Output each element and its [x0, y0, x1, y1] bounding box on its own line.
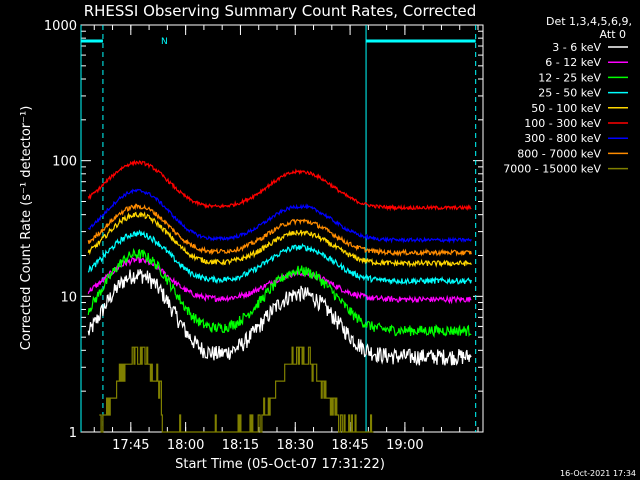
y-tick-label: 1: [69, 426, 77, 441]
y-tick-label: 1000: [44, 19, 77, 34]
legend-label-9: 7000 - 15000 keV: [503, 163, 601, 176]
x-tick-label: 18:15: [222, 438, 259, 453]
series-line-5: [87, 211, 472, 268]
series-line-7: [87, 188, 472, 244]
legend-label-7: 300 - 800 keV: [524, 132, 601, 145]
series-line-1: [87, 269, 472, 366]
chart-title: RHESSI Observing Summary Count Rates, Co…: [84, 2, 477, 20]
series-line-6: [87, 159, 472, 212]
series-line-9: [99, 346, 374, 433]
legend-label-8: 800 - 7000 keV: [517, 147, 601, 160]
x-tick-label: 18:00: [167, 438, 204, 453]
legend-label-1: 3 - 6 keV: [552, 41, 601, 54]
x-tick-label: 19:00: [386, 438, 423, 453]
legend-header-line-2: Att 0: [600, 28, 626, 41]
x-axis-label: Start Time (05-Oct-07 17:31:22): [175, 457, 385, 472]
y-tick-label: 100: [52, 155, 77, 170]
legend-label-4: 25 - 50 keV: [538, 87, 601, 100]
legend-label-5: 50 - 100 keV: [531, 102, 601, 115]
x-tick-label: 18:30: [277, 438, 314, 453]
legend-label-6: 100 - 300 keV: [524, 117, 601, 130]
x-tick-label: 18:45: [331, 438, 368, 453]
y-axis-label: Corrected Count Rate (s⁻¹ detector⁻¹): [19, 106, 34, 351]
plot-date-stamp: 16-Oct-2021 17:34: [560, 469, 636, 478]
series-line-3: [87, 247, 472, 338]
legend-label-3: 12 - 25 keV: [538, 71, 601, 84]
plot-area: 1 10 100 1000 17:45 18:00 18:15 18:30 18:45 19:00…: [44, 19, 628, 453]
saa-marker-label: N: [161, 37, 168, 47]
x-tick-label: 17:45: [112, 438, 149, 453]
y-tick-label: 10: [60, 290, 77, 305]
legend-header-line-1: Det 1,3,4,5,6,9,: [546, 15, 632, 28]
series-line-4: [87, 229, 472, 286]
plot-frame: [80, 24, 484, 433]
legend-label-2: 6 - 12 keV: [545, 56, 601, 69]
series-line-8: [87, 203, 472, 258]
